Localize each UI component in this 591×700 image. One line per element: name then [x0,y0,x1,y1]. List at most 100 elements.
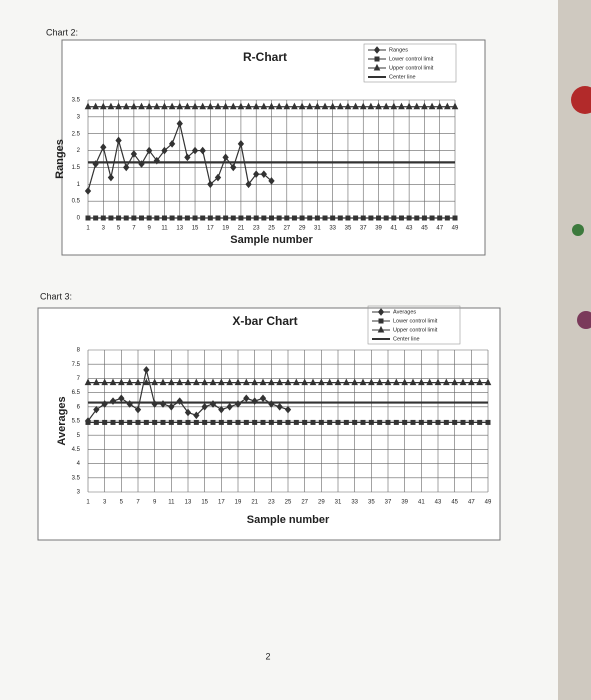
marker [237,140,245,148]
marker [146,215,152,221]
marker [118,419,124,425]
caption: Chart 2: [46,27,78,37]
marker [168,378,175,386]
marker [459,378,467,386]
marker [421,215,427,221]
marker [318,378,325,386]
marker [245,180,252,189]
marker [122,102,130,110]
marker [226,378,233,386]
marker [168,419,174,425]
marker [302,419,308,425]
legend-label: Center line [389,74,416,80]
marker [127,419,133,425]
y-tick-label: 3.5 [72,98,81,104]
marker [413,102,421,110]
marker [177,215,183,221]
marker [176,102,184,110]
marker [209,378,217,386]
marker [376,215,382,221]
marker [84,378,92,386]
marker [218,405,225,414]
marker [268,102,275,110]
marker [401,378,408,386]
marker [118,378,125,386]
marker [243,378,250,386]
marker [215,215,221,221]
marker [310,419,316,425]
y-axis-label: Ranges [54,139,66,179]
marker [192,215,198,221]
chart-title: X-bar Chart [232,314,297,328]
fabric-pattern [572,224,584,236]
marker [193,419,199,425]
marker [326,378,333,386]
marker [235,419,241,425]
legend-box [363,43,457,83]
marker [85,419,91,425]
marker [344,102,352,110]
x-tick-label: 47 [468,500,475,506]
marker [268,419,274,425]
marker [252,419,258,425]
legend-label: Center line [393,336,420,342]
marker [306,102,314,110]
marker [161,146,168,155]
marker [484,378,492,386]
marker [402,419,408,425]
marker [485,419,491,425]
marker [285,419,291,425]
marker [321,102,329,110]
x-tick-label: 41 [390,226,397,232]
marker [84,187,92,195]
x-tick-label: 21 [238,226,245,232]
marker [143,419,149,425]
marker [359,378,367,386]
x-axis-label: Sample number [247,514,330,526]
marker [237,102,245,110]
marker [329,102,336,110]
marker [123,163,130,172]
x-tick-label: 17 [218,500,225,506]
marker [101,378,108,386]
x-tick-label: 37 [385,500,392,506]
marker [314,215,320,221]
marker [345,215,351,221]
y-tick-label: 0 [77,216,81,222]
marker [406,215,412,221]
marker [284,215,290,221]
marker [207,180,214,189]
marker [376,378,383,386]
marker [410,419,416,425]
marker [134,405,142,414]
marker [200,215,206,221]
x-tick-label: 43 [406,226,413,232]
marker [268,378,275,386]
marker [184,408,192,417]
x-tick-label: 33 [351,500,358,506]
legend-label: Upper control limit [393,327,438,333]
marker [176,378,183,386]
marker [115,136,122,145]
legend-label: Upper control limit [389,65,434,71]
y-tick-label: 2.5 [72,131,81,137]
marker [102,419,108,425]
marker [374,56,380,62]
marker [251,378,258,386]
marker [284,405,292,414]
marker [444,215,450,221]
marker [146,146,153,155]
marker [226,403,233,411]
x-tick-label: 15 [201,500,208,506]
marker [337,215,343,221]
marker [123,215,129,221]
marker [276,378,283,386]
marker [252,102,260,110]
marker [368,215,374,221]
marker [214,102,222,110]
marker [359,102,367,110]
marker [218,419,224,425]
marker [368,378,375,386]
legend-box [367,305,461,345]
x-tick-label: 45 [421,226,428,232]
